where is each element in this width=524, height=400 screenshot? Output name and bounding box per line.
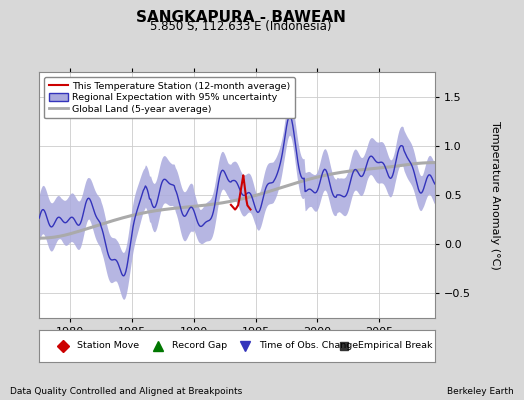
Text: Time of Obs. Change: Time of Obs. Change [259,342,358,350]
Y-axis label: Temperature Anomaly (°C): Temperature Anomaly (°C) [490,121,500,269]
Text: Empirical Break: Empirical Break [358,342,432,350]
Text: 5.850 S, 112.633 E (Indonesia): 5.850 S, 112.633 E (Indonesia) [150,20,332,33]
Text: SANGKAPURA - BAWEAN: SANGKAPURA - BAWEAN [136,10,346,25]
Text: Berkeley Earth: Berkeley Earth [447,387,514,396]
Text: Station Move: Station Move [77,342,139,350]
Text: Data Quality Controlled and Aligned at Breakpoints: Data Quality Controlled and Aligned at B… [10,387,243,396]
Legend: This Temperature Station (12-month average), Regional Expectation with 95% uncer: This Temperature Station (12-month avera… [44,77,296,118]
Text: Record Gap: Record Gap [172,342,227,350]
